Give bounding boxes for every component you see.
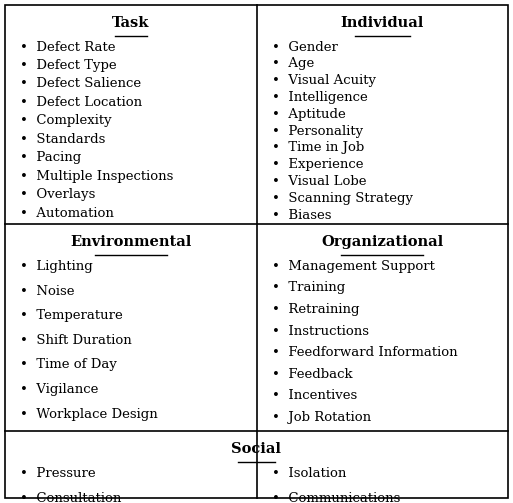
Text: •  Training: • Training — [271, 282, 345, 294]
Text: •  Experience: • Experience — [271, 158, 363, 171]
Text: •  Consultation: • Consultation — [20, 491, 122, 503]
Text: •  Pressure: • Pressure — [20, 467, 96, 480]
Text: •  Visual Lobe: • Visual Lobe — [271, 175, 366, 188]
Text: •  Aptitude: • Aptitude — [271, 108, 345, 121]
Text: •  Incentives: • Incentives — [271, 389, 357, 402]
Text: Individual: Individual — [341, 16, 424, 30]
Text: •  Defect Location: • Defect Location — [20, 96, 142, 109]
Text: •  Time of Day: • Time of Day — [20, 359, 117, 372]
Text: •  Complexity: • Complexity — [20, 115, 112, 127]
Text: Task: Task — [112, 16, 149, 30]
Text: •  Time in Job: • Time in Job — [271, 141, 364, 154]
Text: •  Temperature: • Temperature — [20, 309, 123, 322]
Text: •  Feedforward Information: • Feedforward Information — [271, 346, 457, 359]
Text: •  Job Rotation: • Job Rotation — [271, 411, 371, 424]
Text: •  Gender: • Gender — [271, 41, 338, 53]
Text: •  Feedback: • Feedback — [271, 368, 352, 381]
Text: •  Defect Rate: • Defect Rate — [20, 41, 116, 53]
Text: •  Shift Duration: • Shift Duration — [20, 334, 132, 347]
Text: •  Intelligence: • Intelligence — [271, 91, 367, 104]
Text: •  Scanning Strategy: • Scanning Strategy — [271, 192, 412, 205]
Text: •  Automation: • Automation — [20, 207, 114, 220]
Text: Social: Social — [231, 442, 282, 456]
Text: •  Defect Salience: • Defect Salience — [20, 77, 142, 91]
Text: •  Workplace Design: • Workplace Design — [20, 408, 158, 421]
Text: •  Biases: • Biases — [271, 209, 331, 221]
Text: •  Overlays: • Overlays — [20, 189, 95, 201]
Text: Environmental: Environmental — [70, 235, 191, 249]
Text: •  Standards: • Standards — [20, 133, 106, 146]
Text: •  Isolation: • Isolation — [271, 467, 346, 480]
Text: •  Noise: • Noise — [20, 285, 75, 298]
Text: •  Instructions: • Instructions — [271, 324, 368, 338]
Text: •  Personality: • Personality — [271, 125, 363, 137]
Text: •  Defect Type: • Defect Type — [20, 59, 117, 72]
Text: •  Pacing: • Pacing — [20, 151, 82, 164]
Text: •  Visual Acuity: • Visual Acuity — [271, 74, 376, 87]
Text: •  Multiple Inspections: • Multiple Inspections — [20, 170, 173, 183]
Text: •  Communications: • Communications — [271, 491, 400, 503]
Text: •  Vigilance: • Vigilance — [20, 383, 98, 396]
Text: •  Retraining: • Retraining — [271, 303, 359, 316]
Text: •  Age: • Age — [271, 57, 314, 70]
Text: Organizational: Organizational — [321, 235, 443, 249]
Text: •  Lighting: • Lighting — [20, 260, 93, 273]
Text: •  Management Support: • Management Support — [271, 260, 435, 273]
